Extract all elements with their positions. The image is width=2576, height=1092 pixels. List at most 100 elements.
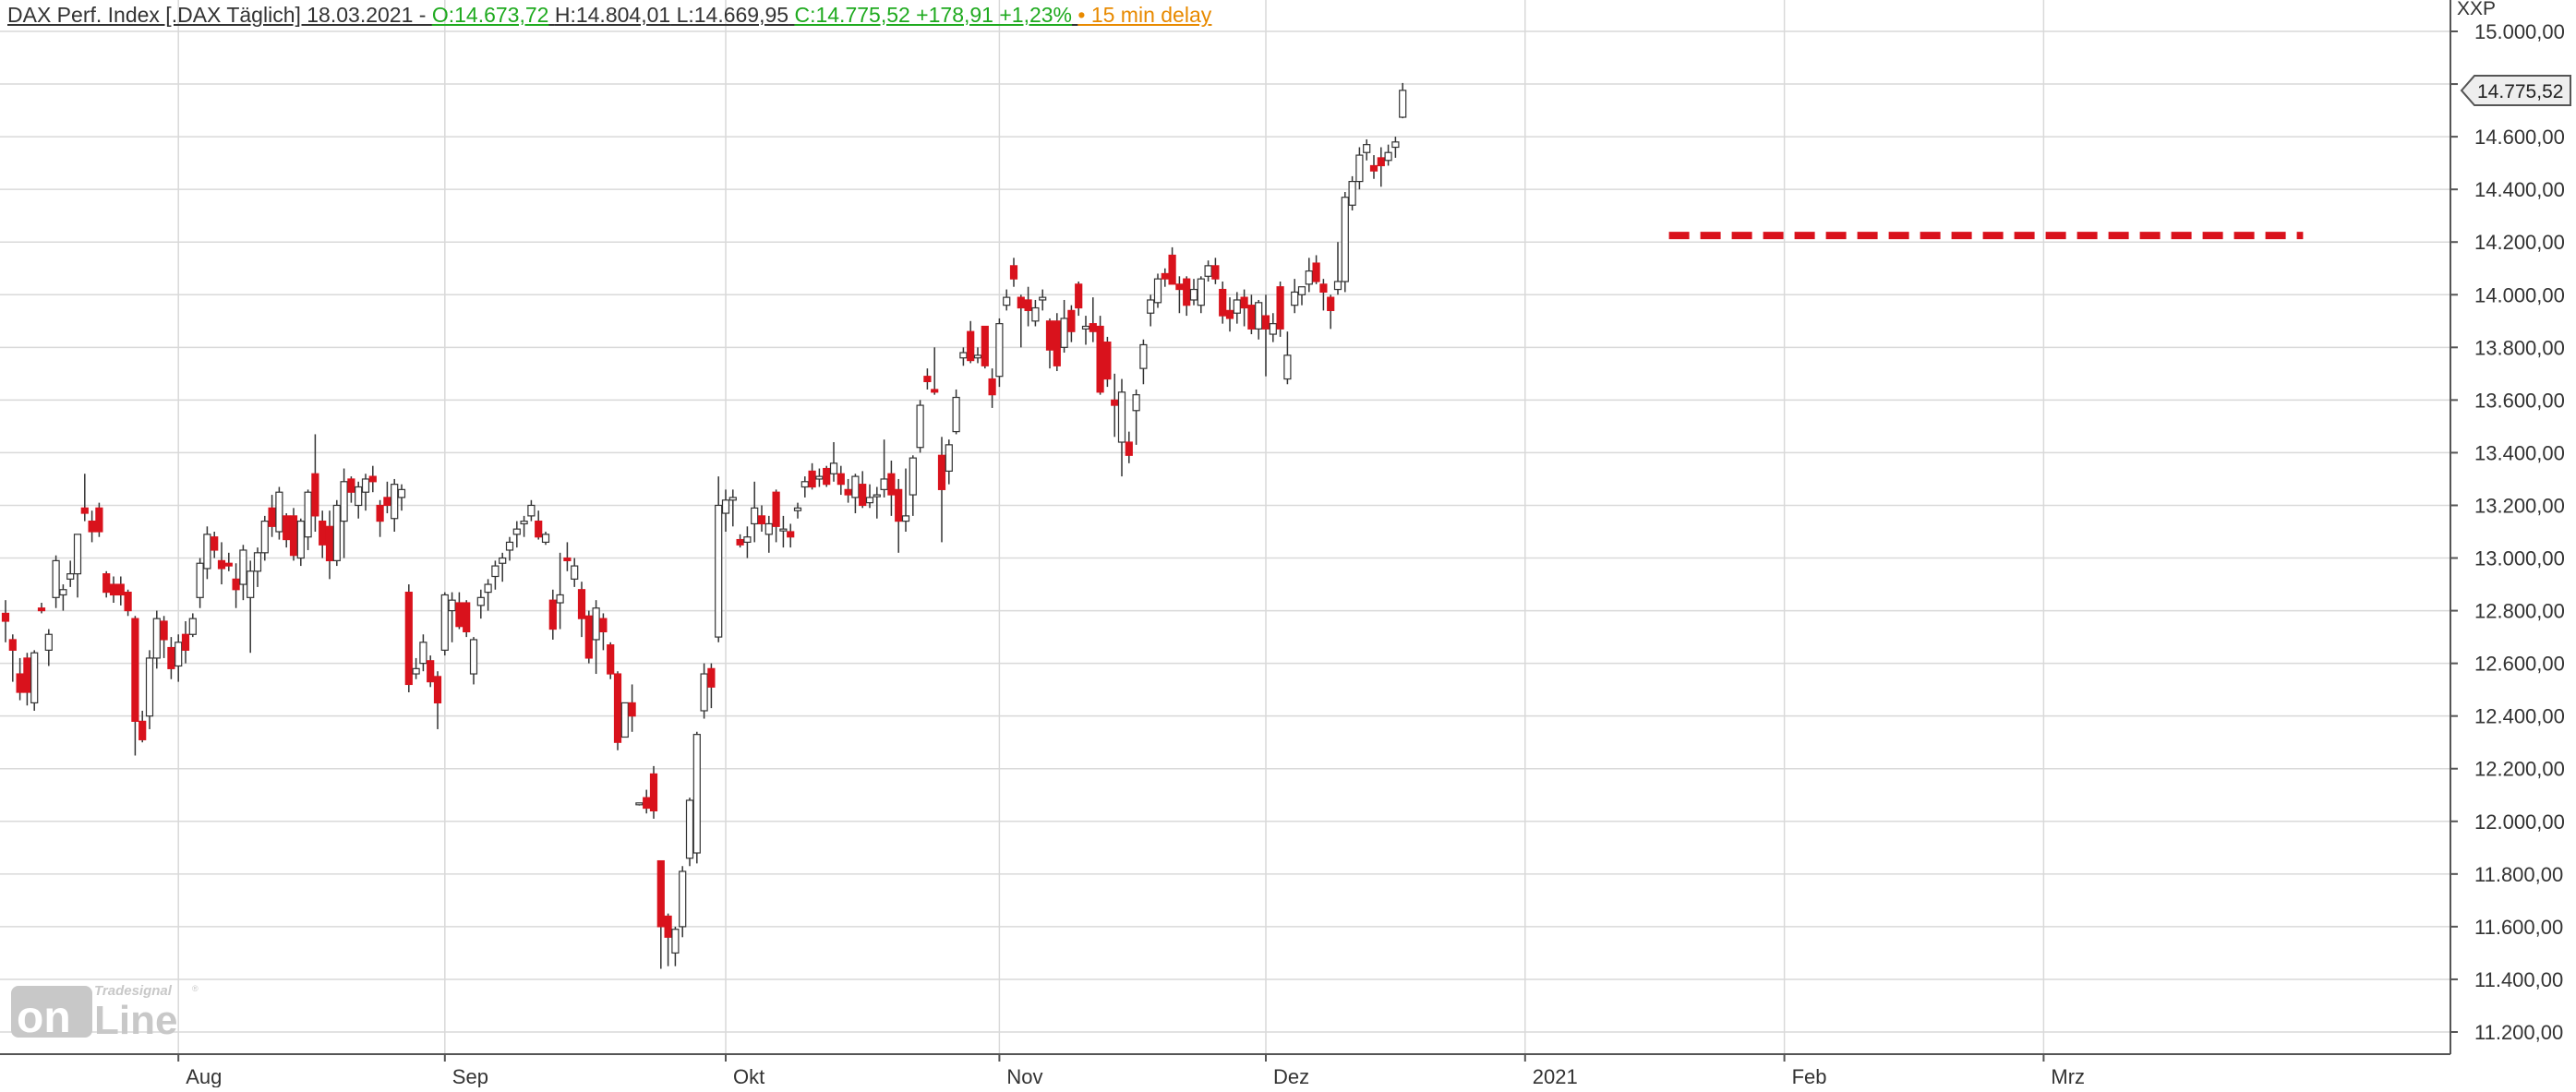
candle-body — [520, 520, 528, 525]
candle-body — [571, 565, 579, 580]
candle-body — [419, 642, 427, 665]
y-tick-label: 13.600,00 — [2474, 389, 2565, 412]
candle-body — [1, 612, 10, 622]
candle — [145, 650, 154, 729]
candle — [1081, 316, 1090, 345]
candle-body — [584, 615, 593, 659]
candle-body — [232, 578, 240, 591]
candle-body — [793, 507, 802, 511]
candle — [901, 468, 910, 532]
candle-body — [671, 929, 680, 954]
candle-body — [592, 607, 600, 641]
candle-body — [37, 607, 46, 612]
y-axis-unit-label: XXP — [2457, 0, 2496, 19]
candle — [1189, 279, 1198, 306]
candle-body — [800, 481, 809, 488]
candle — [397, 484, 406, 511]
candle-body — [1399, 90, 1407, 118]
candle-body — [131, 618, 139, 722]
candle — [945, 439, 953, 485]
candle-body — [1341, 197, 1349, 282]
candle-body — [535, 520, 543, 538]
candle-body — [1261, 315, 1270, 330]
candle-body — [829, 462, 838, 474]
candle-body — [463, 602, 471, 633]
high-value: H:14.804,01 — [554, 3, 671, 27]
candle — [563, 542, 572, 571]
candle — [837, 465, 845, 496]
candle — [52, 555, 60, 608]
candle-body — [973, 354, 982, 359]
candle — [484, 579, 492, 611]
candle — [823, 465, 831, 487]
candle — [175, 634, 183, 682]
candle-body — [455, 602, 463, 628]
candle-body — [505, 541, 514, 551]
candle-body — [1327, 296, 1335, 311]
candle — [887, 460, 896, 516]
candle — [743, 526, 752, 558]
candle-body — [289, 515, 298, 557]
candle — [44, 629, 53, 666]
candle-body — [620, 702, 629, 738]
candle — [1369, 155, 1378, 179]
candle — [268, 495, 276, 537]
candle — [260, 515, 269, 561]
candle — [772, 489, 780, 543]
candle — [116, 576, 125, 606]
candle — [1255, 299, 1263, 340]
candle — [952, 389, 960, 435]
candle-body — [1081, 325, 1090, 330]
candle — [440, 592, 449, 656]
candle — [1031, 299, 1040, 327]
candle — [873, 486, 881, 519]
candle-body — [16, 673, 24, 693]
candle-body — [728, 497, 737, 501]
candle — [66, 560, 75, 587]
candle — [304, 489, 312, 550]
candle — [102, 570, 111, 598]
candle — [1161, 268, 1169, 287]
candle-body — [1161, 272, 1169, 280]
y-tick-label: 12.600,00 — [2474, 653, 2565, 676]
candle-body — [736, 538, 744, 546]
candle-body — [1355, 154, 1364, 183]
candle-body — [1089, 323, 1097, 332]
candle — [332, 499, 341, 567]
chart-header[interactable]: DAX Perf. Index [.DAX Täglich] 18.03.202… — [7, 3, 1211, 28]
candle-body — [253, 552, 262, 572]
logo-block-on — [11, 986, 92, 1038]
x-tick-label: Feb — [1792, 1065, 1827, 1087]
candle — [527, 499, 536, 522]
y-tick-label: 13.000,00 — [2474, 547, 2565, 570]
candle — [1233, 292, 1241, 324]
candle-body — [397, 488, 406, 498]
candle-body — [1132, 394, 1140, 412]
candle-body — [700, 673, 708, 712]
candle — [109, 576, 118, 604]
candle-body — [1197, 278, 1205, 306]
candle-body — [1369, 164, 1378, 172]
last-price-label: 14.775,52 — [2477, 81, 2563, 102]
logo-graphic: Tradesignal ® on Line — [11, 983, 199, 1043]
candle-body — [1240, 296, 1248, 309]
candle — [1219, 282, 1227, 324]
candle-body — [787, 531, 795, 538]
candle — [1291, 279, 1299, 314]
candle — [1039, 289, 1047, 311]
y-tick-label: 15.000,00 — [2474, 20, 2565, 43]
candle-body — [1075, 283, 1083, 309]
candle — [469, 637, 478, 685]
candle — [656, 859, 665, 969]
x-axis-ticks: Aug Sep Okt Nov Dez 2021 Feb Mrz — [177, 1054, 2085, 1088]
candle — [707, 663, 716, 709]
candle — [211, 532, 219, 558]
candle-body — [340, 481, 348, 522]
candle — [1060, 299, 1068, 354]
candle-body — [527, 504, 536, 517]
candle-body — [73, 534, 82, 575]
candle — [16, 657, 24, 701]
candle — [296, 518, 305, 567]
candle — [217, 542, 226, 585]
candle — [476, 589, 485, 619]
